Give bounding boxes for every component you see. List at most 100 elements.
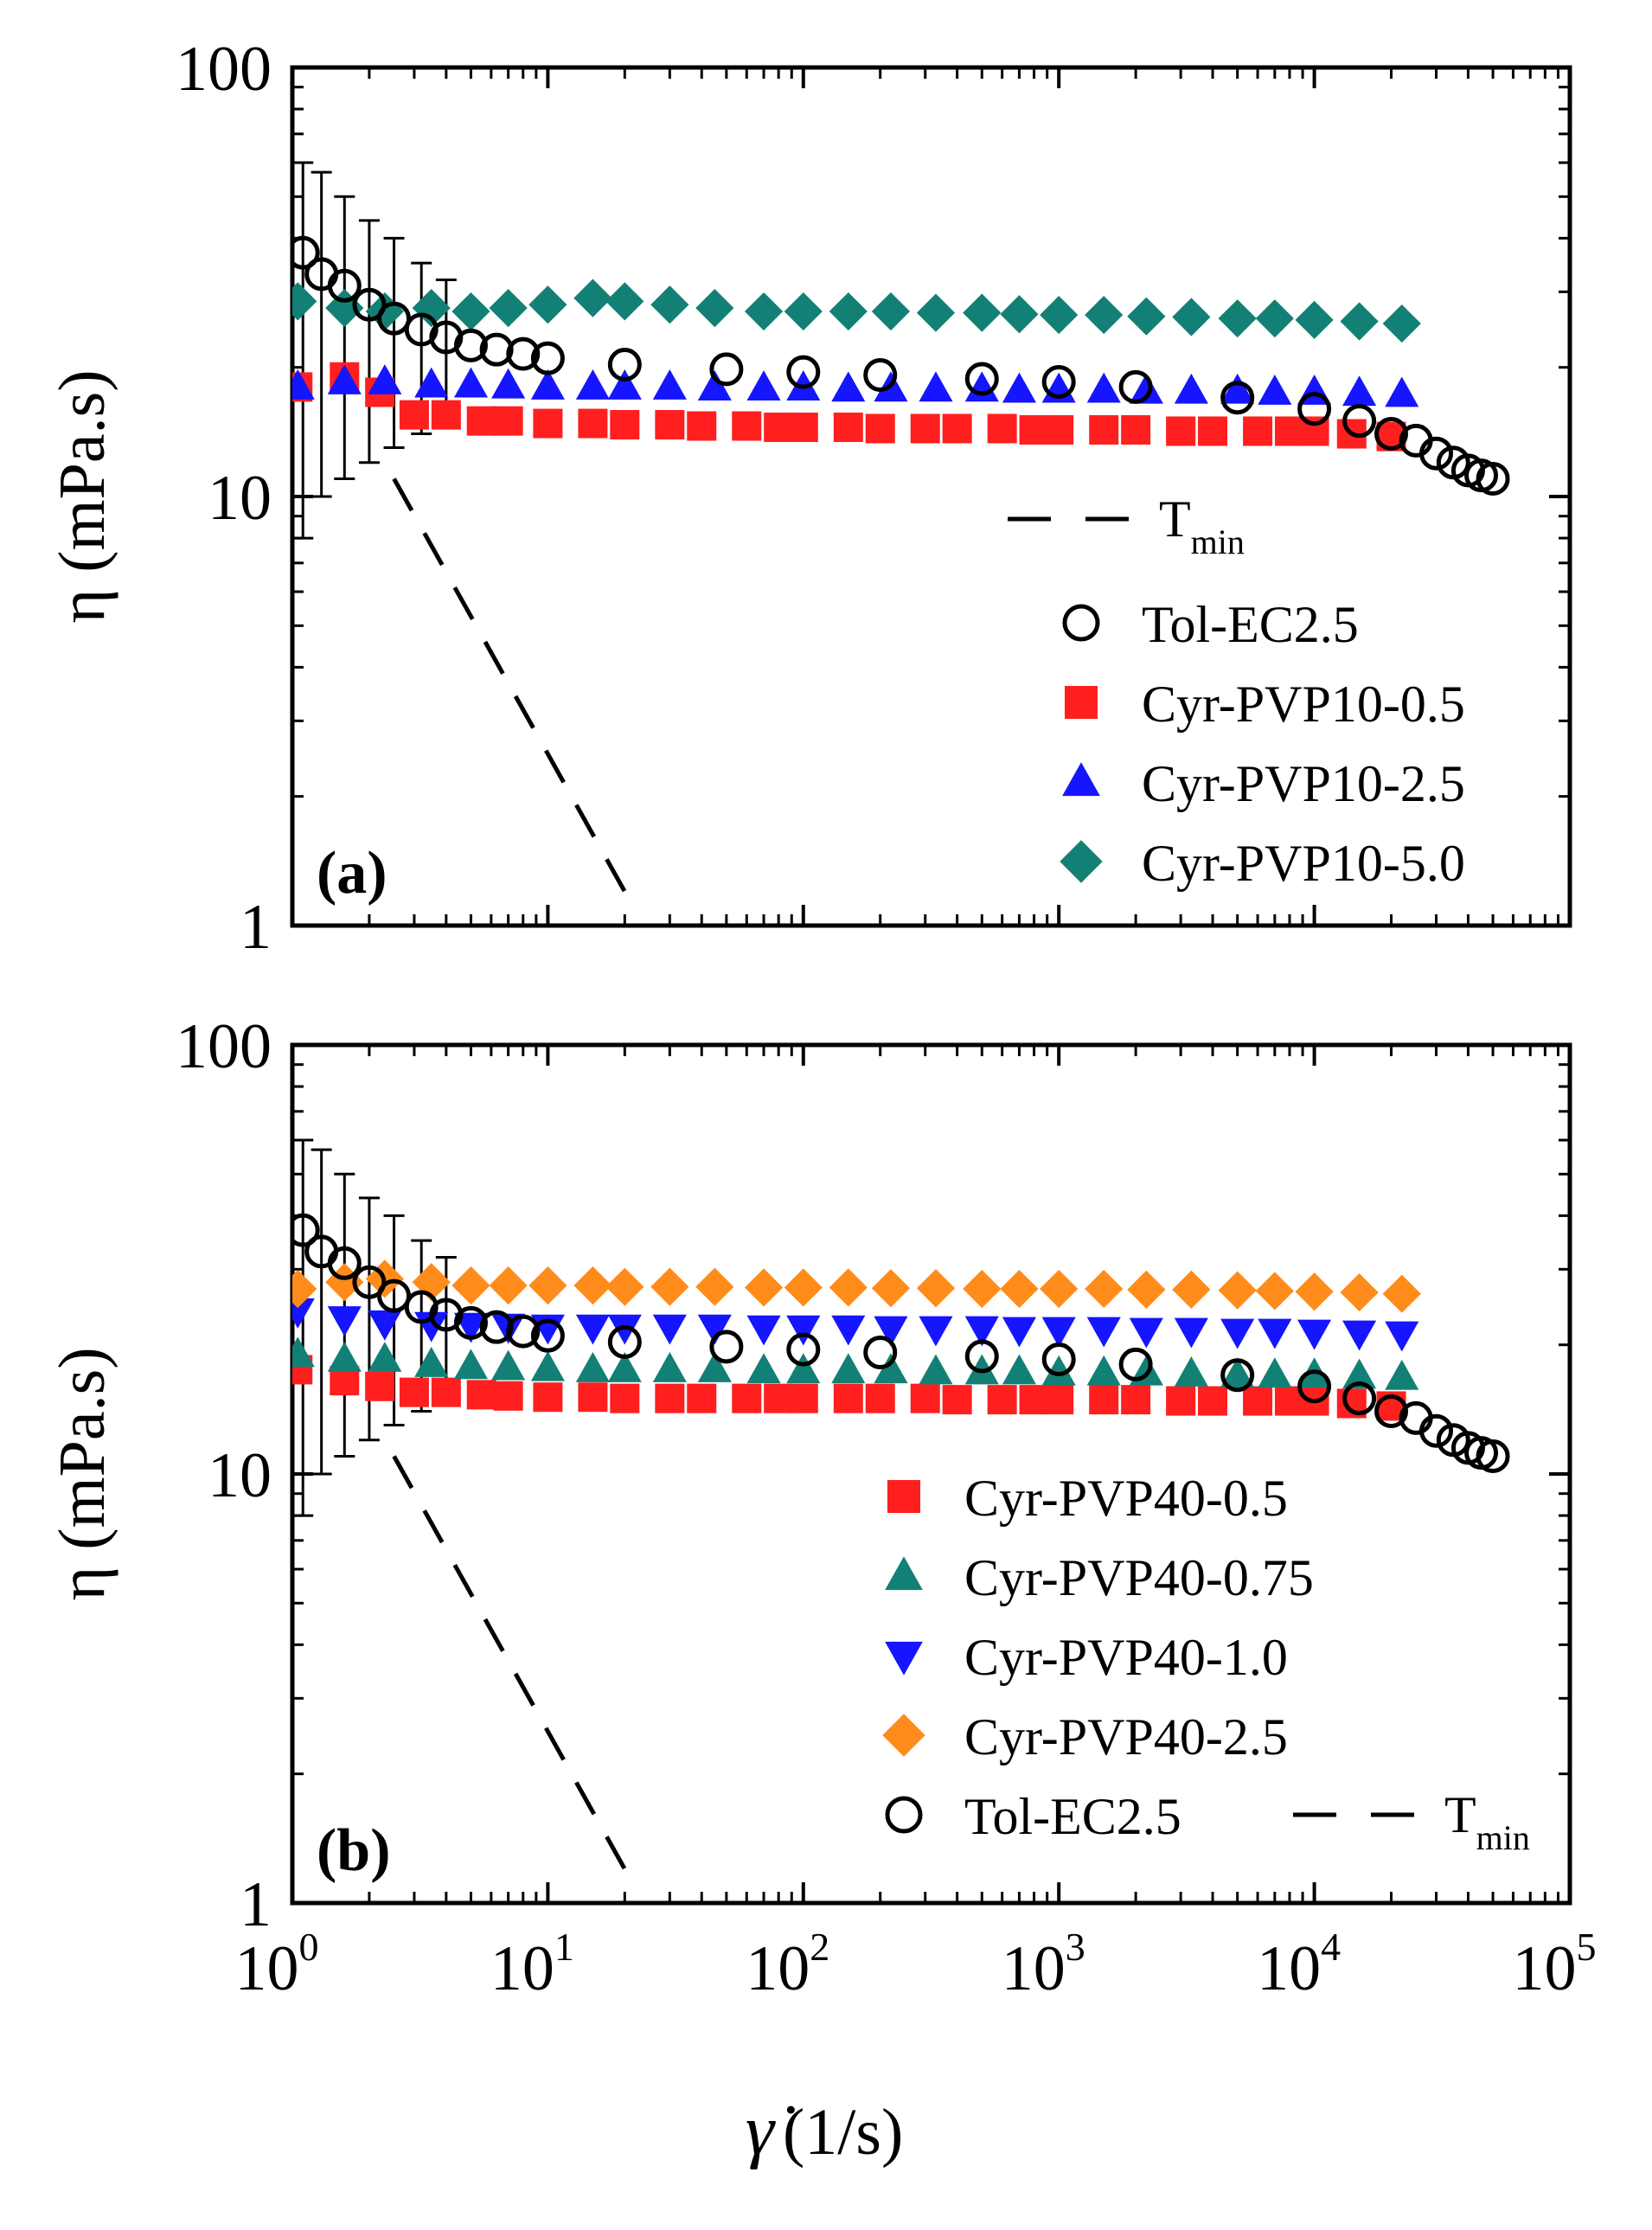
data-point xyxy=(292,1336,315,1368)
x-tick-label: 101 xyxy=(490,1925,574,2004)
y-tick-label: 10 xyxy=(208,463,272,534)
data-point xyxy=(292,1269,317,1309)
data-point xyxy=(919,371,953,402)
data-point xyxy=(863,1335,898,1369)
data-point xyxy=(987,1385,1017,1415)
legend-tmin-subscript: min xyxy=(1191,522,1245,561)
data-point xyxy=(530,341,565,375)
x-tick-exponent: 1 xyxy=(554,1925,574,1969)
data-point xyxy=(655,410,685,440)
data-point xyxy=(833,1383,863,1413)
data-point xyxy=(1000,295,1039,334)
data-point xyxy=(368,1342,402,1372)
data-point xyxy=(399,400,429,430)
data-point xyxy=(764,412,794,442)
data-point xyxy=(573,279,612,317)
data-point xyxy=(1174,373,1208,404)
data-point xyxy=(732,411,762,441)
data-point xyxy=(1342,1358,1377,1389)
panel-label: (b) xyxy=(317,1817,391,1884)
tmin-reference-line xyxy=(392,477,627,893)
data-point xyxy=(1044,414,1074,445)
data-point xyxy=(1086,372,1121,403)
data-point xyxy=(491,1349,526,1381)
data-point xyxy=(506,336,541,371)
data-point xyxy=(292,368,315,400)
data-point xyxy=(479,1310,514,1344)
data-point xyxy=(530,1318,565,1353)
data-point xyxy=(687,1383,717,1413)
data-point xyxy=(1419,1413,1454,1448)
x-tick-exponent: 4 xyxy=(1321,1925,1341,1969)
data-point xyxy=(1340,302,1379,341)
legend-label: Cyr-PVP10-2.5 xyxy=(1142,755,1465,812)
data-point xyxy=(530,368,565,400)
data-point xyxy=(365,1371,395,1401)
data-point xyxy=(697,1314,732,1345)
data-point xyxy=(575,1352,610,1382)
data-point xyxy=(1374,417,1409,452)
data-point xyxy=(292,282,317,321)
data-point xyxy=(1085,1269,1124,1309)
x-tick-label: 104 xyxy=(1257,1925,1341,2004)
data-point xyxy=(607,347,642,381)
data-point xyxy=(489,1266,528,1305)
y-axis-label: η (mPa.s) xyxy=(46,1347,118,1600)
data-point xyxy=(1002,372,1036,403)
legend-label: Tol-EC2.5 xyxy=(1142,596,1359,653)
data-point xyxy=(466,406,496,436)
data-point xyxy=(963,1269,1002,1309)
legend-tmin-label: Tmin xyxy=(1159,490,1245,561)
data-point xyxy=(1044,1385,1074,1415)
data-point xyxy=(655,1383,685,1413)
data-point xyxy=(652,1314,687,1345)
data-point xyxy=(863,357,898,392)
data-point xyxy=(744,1268,784,1307)
data-point xyxy=(1174,1356,1208,1387)
data-point xyxy=(1340,1272,1379,1312)
data-point xyxy=(1040,295,1079,335)
data-point xyxy=(786,1332,821,1367)
data-point xyxy=(1166,1386,1196,1416)
legend-marker xyxy=(885,1641,923,1676)
data-point xyxy=(1166,416,1196,446)
data-point xyxy=(746,1353,781,1384)
data-point xyxy=(1255,1272,1294,1310)
data-point xyxy=(1089,1385,1119,1415)
data-point xyxy=(1382,304,1421,343)
data-point xyxy=(607,1352,642,1382)
data-point xyxy=(479,332,514,367)
x-tick-exponent: 3 xyxy=(1066,1925,1085,1969)
data-point xyxy=(352,1265,387,1299)
data-point xyxy=(697,370,732,401)
data-point xyxy=(1129,373,1163,404)
data-point xyxy=(1274,416,1304,446)
data-point xyxy=(786,355,821,389)
legend: Cyr-PVP40-0.5 Cyr-PVP40-0.75 Cyr-PVP40-1.0… xyxy=(882,1470,1530,1857)
data-point xyxy=(1220,1357,1255,1388)
x-tick-label: 100 xyxy=(235,1925,319,2004)
data-point xyxy=(874,1316,908,1347)
data-point xyxy=(1295,300,1334,339)
x-tick-label: 103 xyxy=(1002,1925,1085,2004)
data-point xyxy=(605,282,644,321)
data-point xyxy=(453,367,489,398)
x-axis-label: (1/s) xyxy=(783,2096,903,2169)
data-point xyxy=(466,1380,496,1410)
data-point xyxy=(1041,1342,1076,1376)
data-point xyxy=(919,1316,953,1347)
legend-label: Cyr-PVP10-5.0 xyxy=(1142,835,1465,892)
data-point xyxy=(451,292,490,331)
data-point xyxy=(786,1315,821,1346)
data-point xyxy=(1041,1355,1076,1386)
legend-marker xyxy=(1060,840,1103,883)
data-point xyxy=(1129,1317,1163,1349)
data-point xyxy=(1476,1439,1510,1473)
data-point xyxy=(784,1268,823,1307)
data-point xyxy=(865,1383,895,1413)
data-point xyxy=(1220,1358,1255,1393)
data-point xyxy=(414,367,449,398)
data-point xyxy=(1118,369,1153,404)
data-point xyxy=(1342,1320,1377,1351)
